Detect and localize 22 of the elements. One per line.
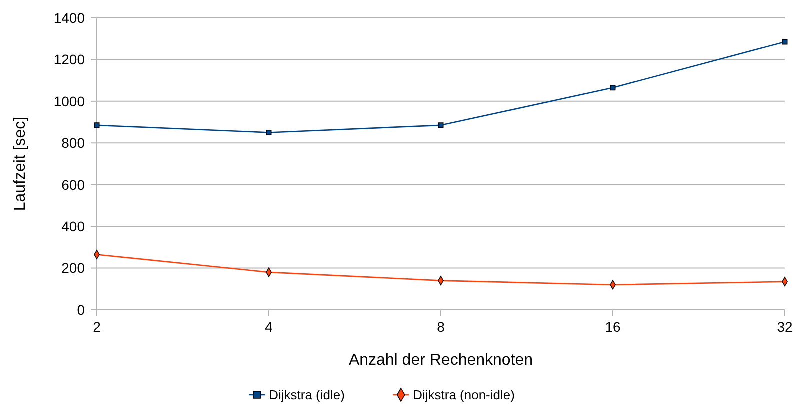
legend-label: Dijkstra (non-idle) (413, 388, 515, 403)
point (266, 130, 272, 136)
point (610, 85, 616, 91)
x-axis-title: Anzahl der Rechenknoten (348, 352, 534, 369)
y-tick-label: 1200 (54, 52, 86, 68)
x-tick-label: 16 (605, 319, 621, 335)
point (782, 39, 788, 45)
point (438, 122, 444, 128)
x-tick-label: 32 (777, 319, 793, 335)
y-tick-label: 200 (62, 260, 86, 276)
y-tick-label: 0 (77, 302, 86, 318)
x-tick-label: 4 (265, 319, 274, 335)
y-tick-label: 400 (62, 218, 86, 234)
y-tick-label: 800 (62, 135, 86, 152)
y-tick-label: 1400 (54, 10, 86, 26)
x-tick-label: 8 (437, 319, 446, 335)
y-tick-label: 600 (62, 176, 86, 193)
x-tick-label: 2 (93, 319, 102, 335)
legend-label: Dijkstra (idle) (269, 388, 345, 403)
y-axis-title: Laufzeit [sec] (12, 116, 29, 212)
y-tick-label: 1000 (54, 93, 86, 110)
point (94, 122, 100, 128)
